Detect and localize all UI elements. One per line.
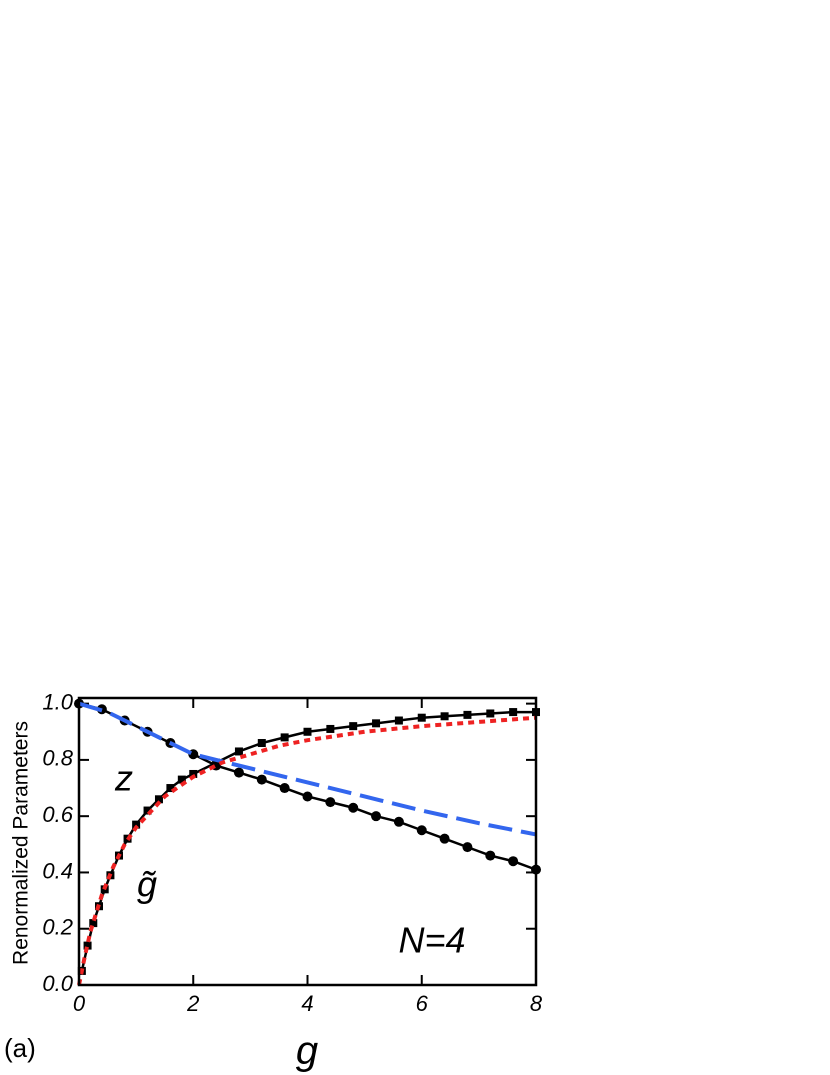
series-line [78, 701, 537, 837]
marker [416, 825, 427, 836]
annotation: N=4 [398, 920, 465, 961]
x-tick-label: 0 [73, 991, 86, 1016]
marker [132, 820, 141, 829]
y-tick-label: 0.6 [42, 802, 73, 827]
plot-frame [77, 696, 538, 987]
marker [509, 708, 518, 717]
marker [393, 816, 404, 827]
marker [257, 739, 266, 748]
marker [372, 719, 381, 728]
marker [212, 758, 221, 767]
x-tick-label: 8 [530, 991, 543, 1016]
marker [485, 850, 496, 861]
series-line [77, 715, 537, 986]
marker [189, 769, 198, 778]
y-tick-label: 0.8 [42, 746, 73, 771]
annotation: g̃ [137, 864, 157, 905]
marker [154, 795, 163, 804]
series-line [80, 710, 536, 972]
panel-label: (a) [4, 1033, 36, 1063]
marker [440, 712, 449, 721]
y-tick-label: 0.0 [42, 971, 73, 996]
x-axis-label: g [296, 1029, 318, 1073]
marker [462, 842, 473, 853]
marker [279, 783, 290, 794]
marker [234, 747, 243, 756]
marker [303, 727, 312, 736]
y-tick-label: 0.2 [42, 915, 73, 940]
x-tick-label: 6 [416, 991, 429, 1016]
marker [325, 797, 336, 808]
marker [348, 802, 359, 813]
marker [256, 774, 267, 785]
annotation: z [114, 758, 133, 799]
y-tick-label: 0.4 [42, 858, 73, 883]
marker [166, 784, 175, 793]
marker [233, 767, 244, 778]
marker [417, 713, 426, 722]
marker [394, 716, 403, 725]
x-tick-label: 2 [186, 991, 199, 1016]
marker [89, 919, 98, 928]
marker [280, 733, 289, 742]
marker [463, 710, 472, 719]
marker [326, 724, 335, 733]
marker [371, 811, 382, 822]
marker [486, 709, 495, 718]
marker [177, 775, 186, 784]
marker [349, 722, 358, 731]
x-tick-label: 4 [301, 991, 313, 1016]
y-axis-label: Renormalized Parameters [10, 721, 33, 965]
marker [302, 791, 313, 802]
marker [439, 833, 450, 844]
y-tick-label: 1.0 [42, 689, 73, 714]
marker [508, 856, 519, 867]
marker [143, 806, 152, 815]
marker [83, 941, 92, 950]
